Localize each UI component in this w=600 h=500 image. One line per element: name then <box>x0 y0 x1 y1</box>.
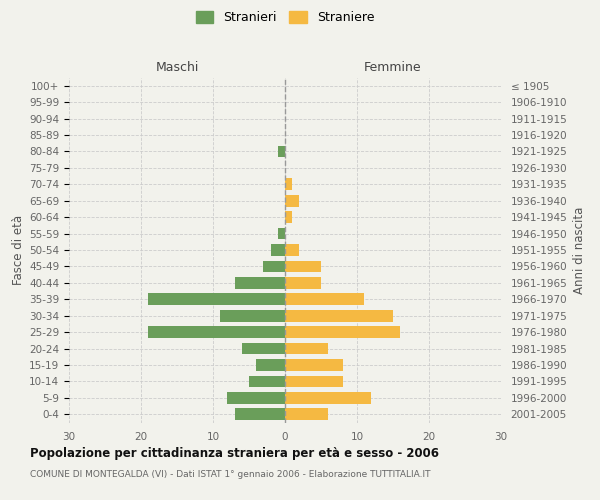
Bar <box>227 392 285 404</box>
Bar <box>285 392 371 404</box>
Bar <box>256 359 285 371</box>
Bar <box>285 195 299 206</box>
Y-axis label: Anni di nascita: Anni di nascita <box>573 206 586 294</box>
Legend: Stranieri, Straniere: Stranieri, Straniere <box>191 6 379 29</box>
Bar <box>285 310 393 322</box>
Bar <box>285 178 292 190</box>
Y-axis label: Fasce di età: Fasce di età <box>12 215 25 285</box>
Bar <box>285 408 328 420</box>
Bar <box>235 277 285 289</box>
Text: COMUNE DI MONTEGALDA (VI) - Dati ISTAT 1° gennaio 2006 - Elaborazione TUTTITALIA: COMUNE DI MONTEGALDA (VI) - Dati ISTAT 1… <box>30 470 431 479</box>
Bar <box>285 326 400 338</box>
Bar <box>242 342 285 354</box>
Bar <box>235 408 285 420</box>
Bar <box>285 342 328 354</box>
Bar <box>278 146 285 158</box>
Bar <box>285 294 364 305</box>
Bar <box>148 326 285 338</box>
Bar <box>285 260 321 272</box>
Bar <box>263 260 285 272</box>
Bar <box>285 211 292 223</box>
Bar <box>285 376 343 388</box>
Bar <box>249 376 285 388</box>
Bar <box>271 244 285 256</box>
Bar <box>220 310 285 322</box>
Text: Popolazione per cittadinanza straniera per età e sesso - 2006: Popolazione per cittadinanza straniera p… <box>30 448 439 460</box>
Bar <box>285 244 299 256</box>
Bar <box>285 277 321 289</box>
Text: Femmine: Femmine <box>364 61 422 74</box>
Bar <box>285 359 343 371</box>
Bar <box>278 228 285 239</box>
Text: Maschi: Maschi <box>155 61 199 74</box>
Bar <box>148 294 285 305</box>
